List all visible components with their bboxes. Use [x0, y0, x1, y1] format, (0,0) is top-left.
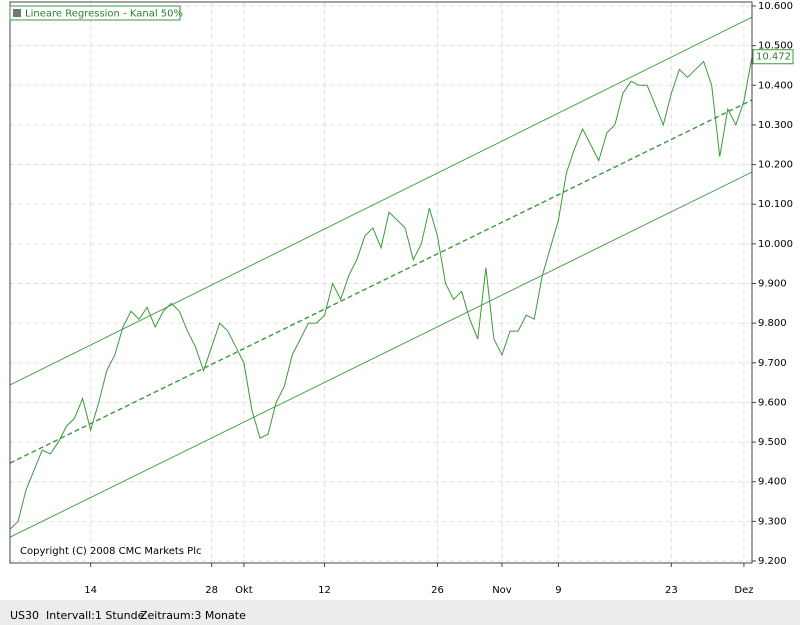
y-tick-label: 9.900 [758, 279, 787, 290]
plot [9, 16, 753, 538]
y-tick-label: 9.700 [758, 358, 787, 369]
plot-frame [9, 1, 753, 564]
y-tick-label: 9.600 [758, 397, 787, 408]
y-tick-label: 9.300 [758, 516, 787, 527]
x-tick-label: 14 [84, 585, 97, 596]
y-tick-label: 9.200 [758, 556, 787, 567]
price-line [9, 56, 753, 530]
x-tick-label: 9 [555, 585, 561, 596]
y-tick-label: 10.400 [758, 80, 793, 91]
indicator-box[interactable] [9, 5, 181, 21]
copyright: Copyright (C) 2008 CMC Markets Plc [20, 546, 201, 557]
y-tick-label: 10.500 [758, 41, 793, 52]
y-tick-label: 10.200 [758, 160, 793, 171]
regression-middle [9, 99, 753, 464]
y-tick-label: 9.800 [758, 318, 787, 329]
x-tick-label: 28 [205, 585, 218, 596]
period: Zeitraum:3 Monate [140, 609, 246, 622]
regression-upper [9, 16, 753, 386]
x-tick-label: 12 [318, 585, 331, 596]
x-tick-label: Dez [734, 585, 753, 596]
indicator-label: Lineare Regression - Kanal 50% [25, 9, 183, 20]
y-tick-label: 9.500 [758, 437, 787, 448]
last-price-box [752, 49, 794, 65]
y-tick-label: 10.000 [758, 239, 793, 250]
interval: Intervall:1 Stunde [46, 609, 145, 622]
last-price-label: 10.472 [756, 52, 791, 63]
y-tick-label: 10.300 [758, 120, 793, 131]
x-tick-label: 23 [665, 585, 678, 596]
x-tick-label: Okt [235, 585, 253, 596]
status-bar [0, 600, 800, 625]
symbol: US30 [10, 609, 39, 622]
x-tick-label: 26 [431, 585, 444, 596]
close-icon[interactable] [13, 9, 21, 17]
y-tick-label: 10.100 [758, 199, 793, 210]
background [0, 0, 800, 600]
y-tick-label: 9.400 [758, 477, 787, 488]
x-tick-label: Nov [492, 585, 512, 596]
regression-lower [9, 171, 753, 538]
y-tick-label: 10.600 [758, 1, 793, 12]
